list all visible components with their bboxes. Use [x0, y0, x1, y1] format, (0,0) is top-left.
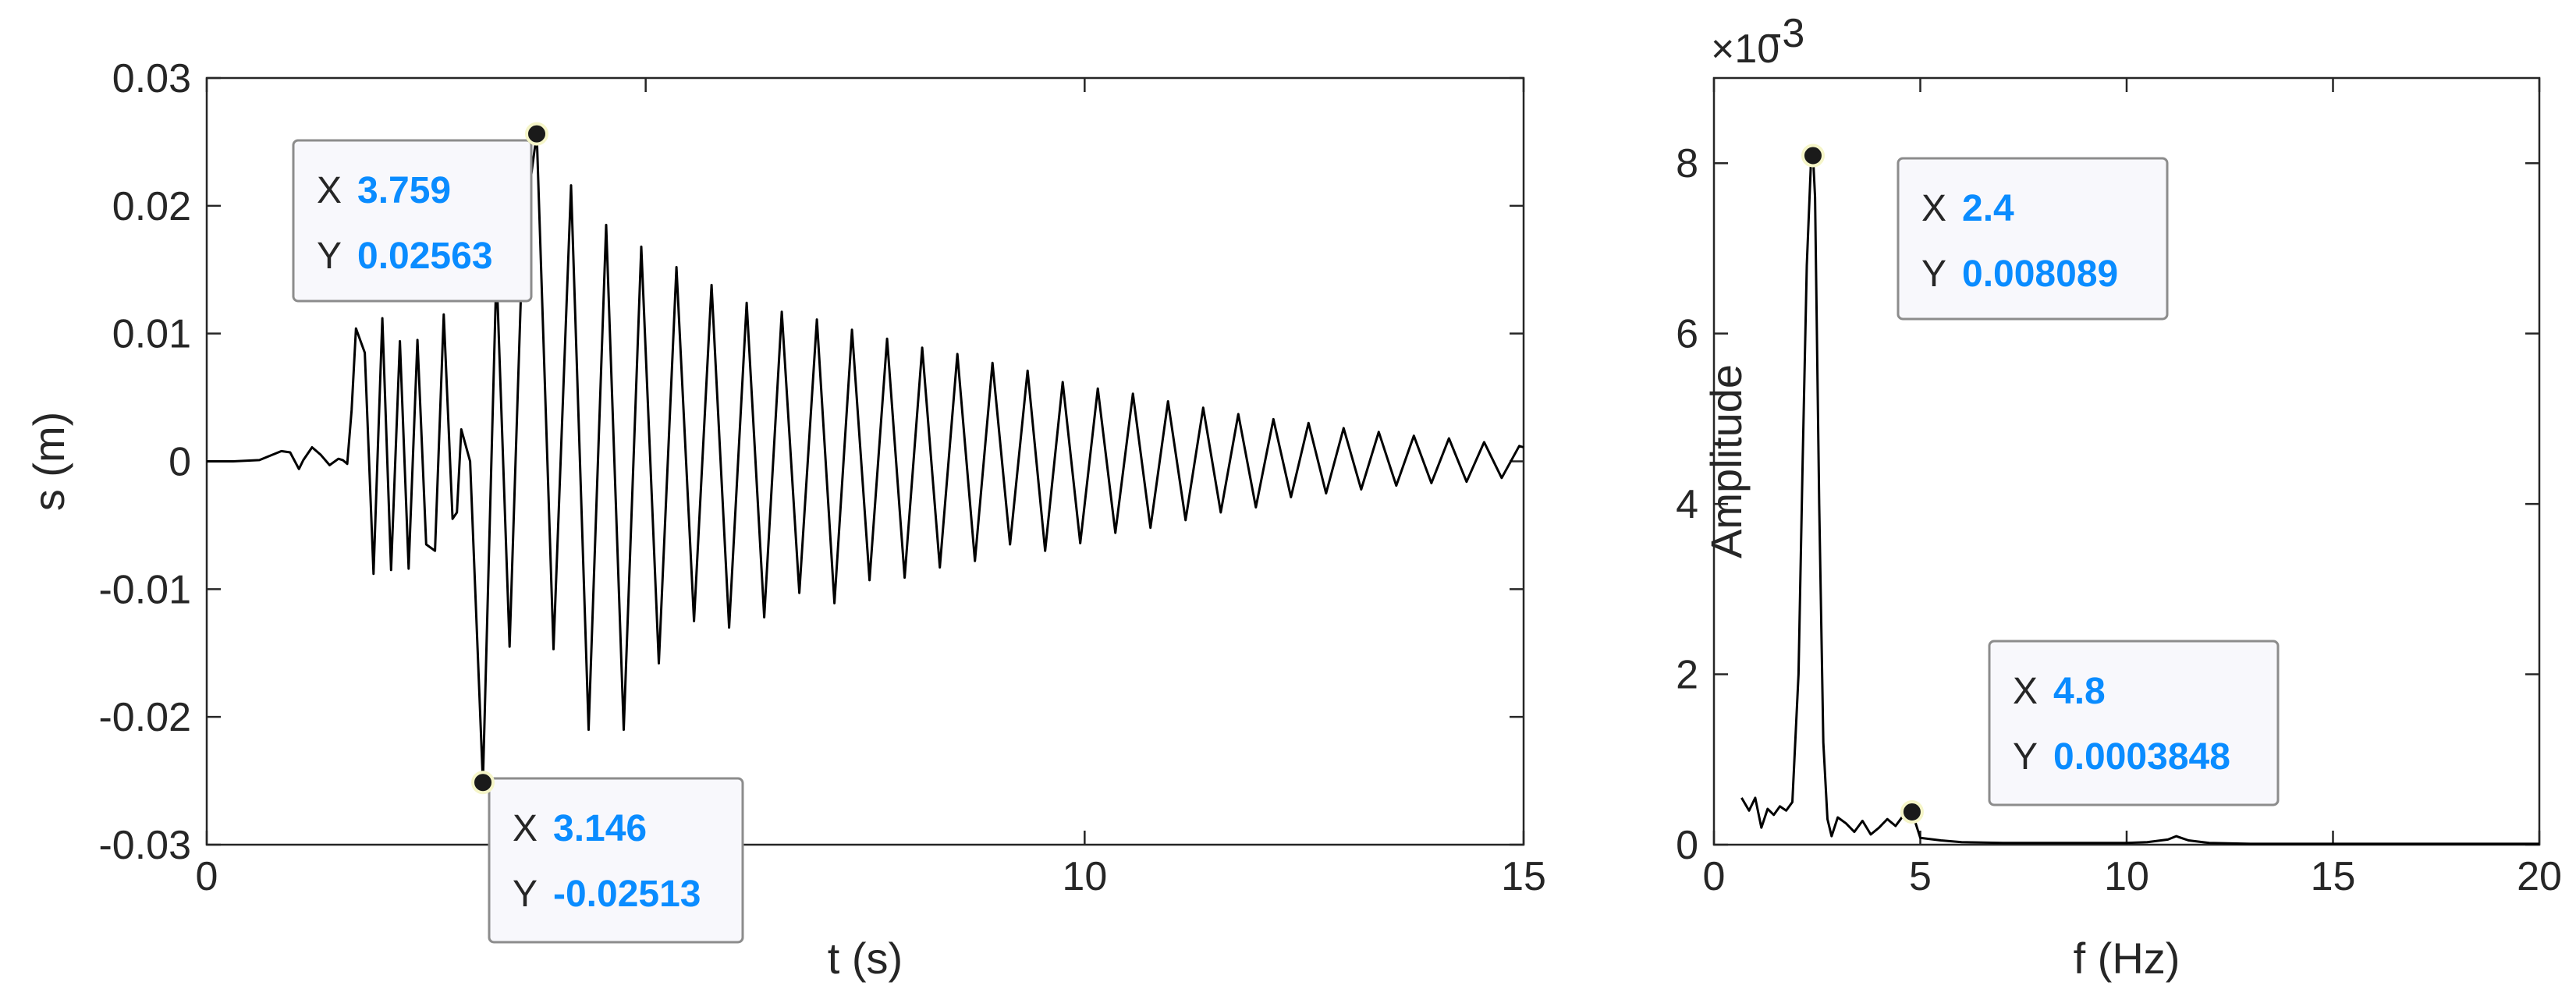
series-line: [1740, 154, 2539, 845]
datatip-y-key: Y: [2013, 736, 2038, 778]
datatip-box: [1897, 157, 2169, 321]
x-tick-label: 10: [2104, 854, 2149, 899]
datatip-y-key: Y: [513, 874, 538, 915]
datatip[interactable]: X 2.4 Y 0.008089: [1801, 144, 2169, 321]
y-tick-label: 0: [169, 440, 191, 485]
datatip-x-value: 4.8: [2053, 671, 2106, 712]
y-tick-label: 0: [1676, 823, 1698, 868]
datatip-y-value: 0.02563: [357, 236, 493, 277]
datatip-box: [292, 139, 533, 303]
datatip[interactable]: X 3.146 Y -0.02513: [471, 771, 744, 944]
datatip-x-value: 2.4: [1962, 188, 2014, 229]
y-tick-label: 8: [1676, 141, 1698, 186]
series-line: [207, 133, 1524, 784]
x-tick-label: 10: [1062, 854, 1107, 899]
datatip-y-value: 0.008089: [1962, 253, 2118, 295]
datatip-y-value: 0.0003848: [2053, 736, 2230, 778]
datatip[interactable]: X 4.8 Y 0.0003848: [1900, 640, 2280, 824]
datatip-x-key: X: [1921, 188, 1946, 229]
datatip-y-key: Y: [1921, 253, 1946, 295]
x-tick-label: 0: [196, 854, 218, 899]
datatip-x-value: 3.146: [553, 808, 647, 849]
y-tick-label: 4: [1676, 482, 1698, 527]
x-axis-label: t (s): [828, 934, 903, 983]
datatip-x-key: X: [317, 170, 342, 211]
y-tick-label: -0.03: [98, 823, 191, 868]
datatip-x-key: X: [2013, 671, 2038, 712]
datatip-marker[interactable]: [1900, 799, 1924, 824]
x-tick-label: 0: [1703, 854, 1726, 899]
datatip-marker[interactable]: [471, 771, 495, 795]
datatip-box: [488, 777, 744, 944]
x-tick-label: 5: [1909, 854, 1932, 899]
datatip[interactable]: X 3.759 Y 0.02563: [292, 122, 549, 303]
datatip-marker[interactable]: [525, 122, 549, 146]
datatip-marker[interactable]: [1801, 144, 1825, 168]
x-tick-label: 20: [2517, 854, 2562, 899]
y-tick-label: 0.01: [112, 312, 191, 357]
datatip-x-key: X: [513, 808, 538, 849]
y-tick-label: 6: [1676, 312, 1698, 357]
chart-panel-2: 0 5 10 15 20 0 2 4 6 8 f (Hz) Amplitude ×10-3 X 2.4 Y 0.…: [1676, 11, 2562, 983]
y-tick-label: 0.02: [112, 184, 191, 229]
datatip-x-value: 3.759: [357, 170, 451, 211]
y-tick-label: -0.02: [98, 695, 191, 740]
y-exponent-power: -3: [1769, 11, 1804, 56]
datatip-y-key: Y: [317, 236, 342, 277]
y-tick-label: 0.03: [112, 56, 191, 101]
x-tick-label: 15: [2311, 854, 2356, 899]
y-tick-label: -0.01: [98, 567, 191, 612]
datatip-y-value: -0.02513: [553, 874, 701, 915]
y-axis-label: Amplitude: [1701, 364, 1751, 558]
y-axis-label: s (m): [24, 412, 73, 512]
y-tick-label: 2: [1676, 653, 1698, 698]
datatip-box: [1988, 640, 2280, 806]
x-tick-label: 15: [1501, 854, 1546, 899]
y-exponent-label: ×10: [1711, 27, 1779, 72]
x-axis-label: f (Hz): [2074, 934, 2180, 983]
